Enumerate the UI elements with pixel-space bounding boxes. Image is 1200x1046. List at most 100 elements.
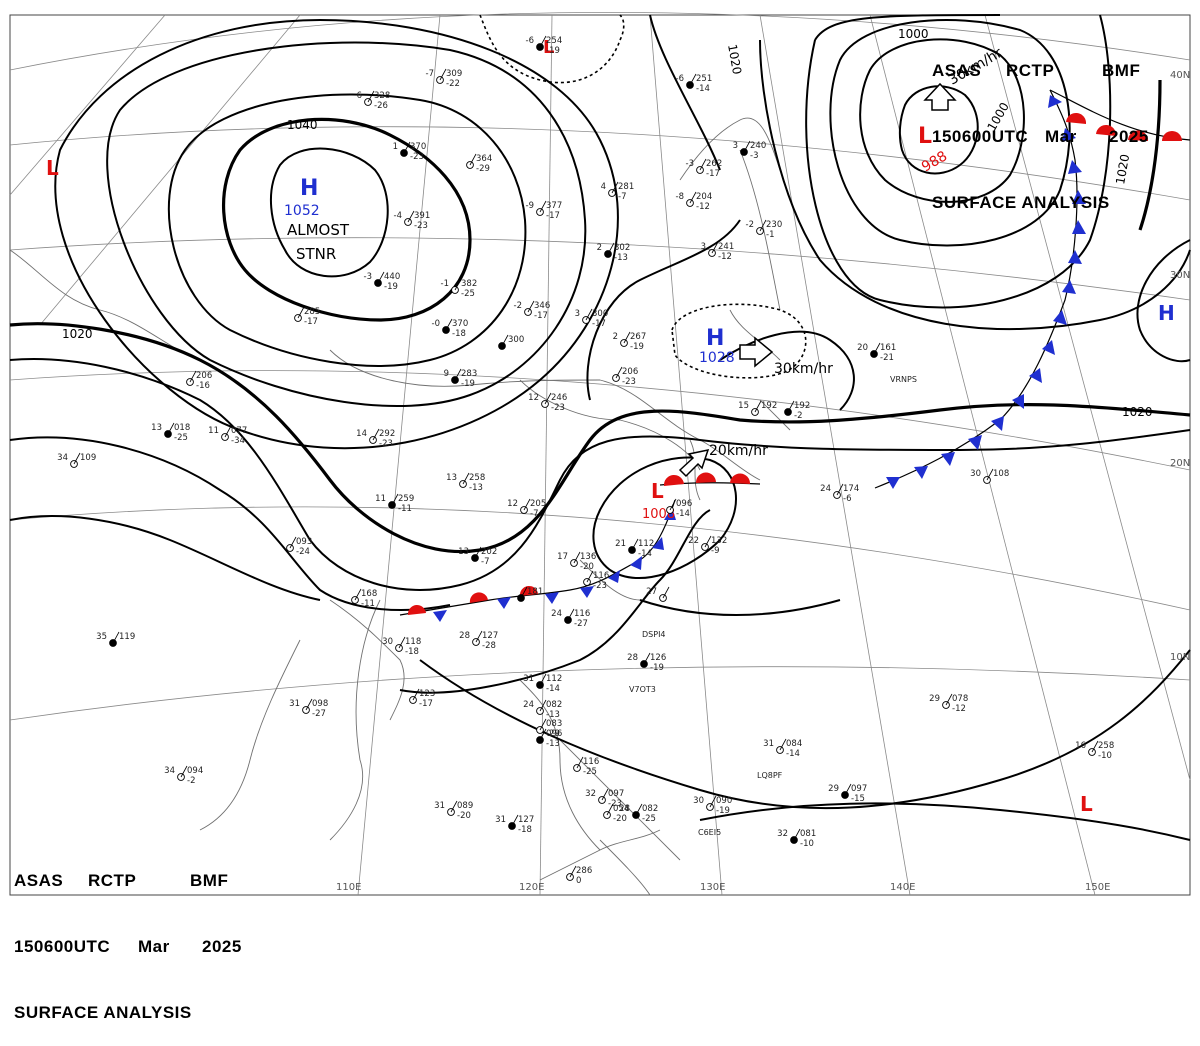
station-plot: 6 328-26 (357, 90, 390, 111)
station-temp: 3 (575, 309, 580, 319)
station-plot: 4 281-7 (601, 181, 634, 202)
station-tendency: -13 (546, 710, 560, 720)
station-pressure: 181 (527, 587, 543, 597)
station-pressure: 258 (1098, 741, 1114, 751)
wind-barb (711, 241, 719, 254)
wind-barb (539, 718, 547, 731)
station-temp: 20 (857, 343, 868, 353)
station-tendency: -25 (642, 814, 656, 824)
station-temp: 13 (446, 473, 457, 483)
station-plot: 168-11 (351, 588, 377, 609)
station-pressure: 096 (546, 729, 562, 739)
wind-barb (607, 242, 615, 255)
station-pressure: 082 (642, 804, 658, 814)
wind-barb (403, 141, 411, 154)
station-pressure: 241 (718, 242, 734, 252)
station-temp: 30 (382, 637, 393, 647)
station-temp: 2 (597, 243, 602, 253)
station-plot: -2 346-17 (514, 300, 550, 321)
station-tendency: -18 (405, 647, 419, 657)
station-tendency: -27 (574, 619, 588, 629)
isobar-label: 1020 (62, 327, 93, 341)
station-pressure: 018 (174, 423, 190, 433)
station-plot: 35 119 (96, 631, 135, 647)
station-temp: 6 (357, 91, 362, 101)
station-pressure: 161 (880, 343, 896, 353)
station-pressure: 251 (696, 74, 712, 84)
stationary-note: ALMOST (287, 221, 350, 239)
station-pressure: 267 (630, 332, 646, 342)
chart-header-top: ASAS RCTP BMF 150600UTC Mar 2025 SURFACE ANA… (932, 16, 1149, 236)
lat-label: 40N (1170, 70, 1190, 81)
station-plot: 24 116-27 (551, 608, 590, 629)
wind-barb (743, 140, 751, 153)
wind-barb (539, 673, 547, 686)
station-plot: 30 108 (970, 468, 1009, 484)
station-pressure: 240 (750, 141, 766, 151)
station-pressure: 300 (592, 309, 608, 319)
station-plot: 32 081-10 (777, 828, 816, 849)
wind-barb (445, 318, 453, 331)
station-plot: -7 309-22 (426, 68, 462, 89)
station-plot: 364-29 (466, 153, 492, 174)
lat-label: 30N (1170, 270, 1190, 281)
station-pressure: 081 (800, 829, 816, 839)
station-pressure: 119 (119, 632, 135, 642)
station-pressure: 174 (843, 484, 859, 494)
station-temp: 2 (613, 332, 618, 342)
station-plot: 28 126-19 (627, 652, 666, 673)
station-tendency: -23 (414, 221, 428, 231)
wind-barb (539, 35, 547, 48)
station-temp: -3 (686, 159, 694, 169)
station-pressure: 230 (766, 220, 782, 230)
wind-barb (167, 422, 175, 435)
station-plot: 123-17 (409, 688, 435, 709)
header-title: SURFACE ANALYSIS (14, 1003, 192, 1022)
station-plot: 15 192 (738, 400, 777, 416)
lon-label: 150E (1085, 882, 1110, 893)
wind-barb (623, 331, 631, 344)
motion-label: 20km/hr (709, 443, 768, 459)
station-tendency: -28 (482, 641, 496, 651)
wind-barb (569, 865, 577, 878)
station-tendency: -10 (1098, 751, 1112, 761)
station-temp: 27 (646, 587, 657, 597)
station-plot: 28 082-25 (619, 803, 658, 824)
wind-barb (759, 219, 767, 232)
wind-barb (450, 800, 458, 813)
station-tendency: -2 (794, 411, 802, 421)
station-pressure: 116 (583, 757, 599, 767)
ship-id: V7OT3 (629, 685, 656, 694)
low-center-symbol: L (918, 124, 932, 149)
wind-barb (398, 636, 406, 649)
station-tendency: -14 (676, 509, 690, 519)
wind-barb (180, 765, 188, 778)
wind-barb (189, 370, 197, 383)
high-center-symbol: H (1158, 301, 1175, 325)
station-pressure: 097 (851, 784, 867, 794)
wind-barb (1091, 740, 1099, 753)
station-plot: 34 094-2 (164, 765, 203, 786)
station-tendency: -34 (231, 436, 245, 446)
lon-label: 130E (700, 882, 725, 893)
station-tendency: -23 (410, 152, 424, 162)
wind-barb (779, 738, 787, 751)
station-pressure: 084 (786, 739, 802, 749)
station-plot: 31 084-14 (763, 738, 802, 759)
station-temp: 35 (96, 632, 107, 642)
station-tendency: -17 (419, 699, 433, 709)
station-pressure: 112 (546, 674, 562, 684)
station-pressure: 096 (676, 499, 692, 509)
wind-barb (475, 630, 483, 643)
wind-barb (539, 699, 547, 712)
station-temp: 12 (528, 393, 539, 403)
station-pressure: 077 (231, 426, 247, 436)
pacific-cold-front (874, 89, 1086, 489)
coastlines (9, 117, 791, 896)
wind-barb (354, 588, 362, 601)
wind-barb (643, 652, 651, 665)
station-pressure: 283 (461, 369, 477, 379)
station-plot: 11 259-11 (375, 493, 414, 514)
wind-barb (474, 546, 482, 559)
station-plot: 300 (498, 334, 524, 350)
